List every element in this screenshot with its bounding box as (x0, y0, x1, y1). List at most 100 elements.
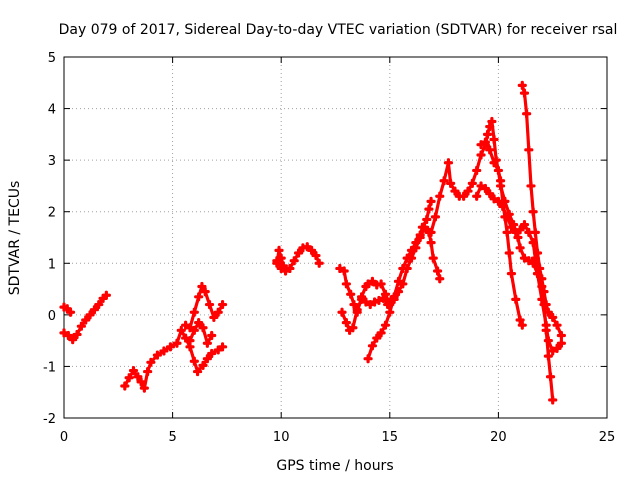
data-point (289, 256, 299, 266)
data-point (120, 381, 130, 391)
data-point (380, 320, 391, 330)
data-point (65, 307, 76, 317)
data-point (435, 191, 445, 201)
data-point (352, 305, 362, 315)
data-point (152, 350, 162, 360)
data-point (165, 342, 176, 352)
data-point (146, 357, 156, 367)
data-point (385, 307, 395, 317)
data-point (198, 360, 208, 370)
data-point (176, 325, 186, 335)
data-point (185, 336, 195, 346)
y-tick-label: 1 (48, 257, 56, 272)
series-segment (181, 281, 228, 333)
data-point (541, 325, 551, 335)
data-point (556, 330, 566, 341)
data-point (532, 248, 543, 258)
series-line (184, 284, 225, 330)
data-point (213, 307, 223, 317)
data-point (517, 80, 527, 90)
series-segment (476, 137, 558, 405)
data-point (307, 245, 317, 255)
data-point (189, 356, 199, 366)
data-point (552, 320, 562, 330)
series-segment (472, 181, 566, 356)
data-point (472, 191, 482, 201)
series-segment (272, 242, 324, 276)
series-segment (59, 290, 111, 345)
x-tick-label: 20 (490, 430, 507, 445)
data-point (200, 287, 210, 297)
data-point (143, 366, 153, 377)
y-tick-label: 4 (48, 103, 56, 118)
data-point (376, 328, 386, 338)
axis-ticks: 0 5 10 15 20 25 -2 -1 0 1 2 3 4 5 (43, 51, 615, 445)
data-point (276, 263, 286, 274)
x-tick-label: 10 (273, 430, 290, 445)
data-point (515, 315, 525, 325)
x-tick-label: 25 (599, 430, 616, 445)
data-point (172, 338, 182, 348)
data-point (450, 186, 460, 196)
data-point (311, 250, 321, 261)
data-point (541, 299, 551, 310)
data-point (63, 330, 73, 341)
data-point (293, 248, 304, 258)
data-point (194, 292, 204, 302)
data-point (498, 201, 508, 212)
data-point (349, 299, 359, 310)
data-point (217, 299, 228, 310)
data-point (402, 253, 412, 263)
data-point (545, 372, 556, 382)
data-point (515, 225, 525, 235)
data-point (463, 186, 473, 196)
data-point (415, 230, 425, 240)
data-point (136, 377, 146, 387)
series-segment (517, 80, 566, 341)
data-point (72, 329, 82, 340)
data-point (500, 196, 510, 206)
y-tick-label: -2 (43, 412, 56, 427)
chart-title: Day 079 of 2017, Sidereal Day-to-day VTE… (59, 22, 618, 38)
x-tick-label: 15 (382, 430, 399, 445)
data-point (432, 266, 443, 276)
data-point (202, 354, 212, 364)
series-segment (120, 325, 228, 393)
data-point (435, 274, 445, 284)
data-point (495, 181, 506, 191)
data-point (485, 189, 495, 199)
series-segment (363, 196, 436, 364)
data-point (411, 238, 421, 248)
data-point (519, 88, 530, 98)
y-tick-label: 0 (48, 309, 56, 324)
data-point (513, 232, 523, 243)
data-point (274, 245, 284, 255)
data-point (389, 292, 399, 302)
data-point (530, 227, 540, 237)
data-point (509, 220, 519, 230)
data-point (302, 242, 312, 252)
data-point (515, 243, 525, 253)
data-point (430, 212, 441, 222)
data-point (198, 323, 208, 333)
data-point (192, 366, 203, 377)
data-point (504, 209, 514, 219)
data-point (85, 310, 95, 320)
y-tick-label: 2 (48, 206, 56, 221)
grid (64, 57, 607, 418)
data-point (189, 325, 199, 335)
data-point (378, 293, 388, 303)
data-point (485, 122, 495, 132)
data-point (339, 266, 349, 276)
data-point (341, 317, 351, 328)
series-segment (185, 317, 217, 348)
data-point (482, 129, 493, 139)
data-point (159, 346, 169, 356)
data-point (367, 341, 378, 351)
data-point (272, 256, 282, 266)
series-line (479, 140, 555, 402)
y-axis-label: SDTVAR / TECUs (7, 181, 23, 296)
data-point (285, 263, 295, 274)
data-point (526, 181, 536, 191)
data-point (94, 299, 104, 310)
